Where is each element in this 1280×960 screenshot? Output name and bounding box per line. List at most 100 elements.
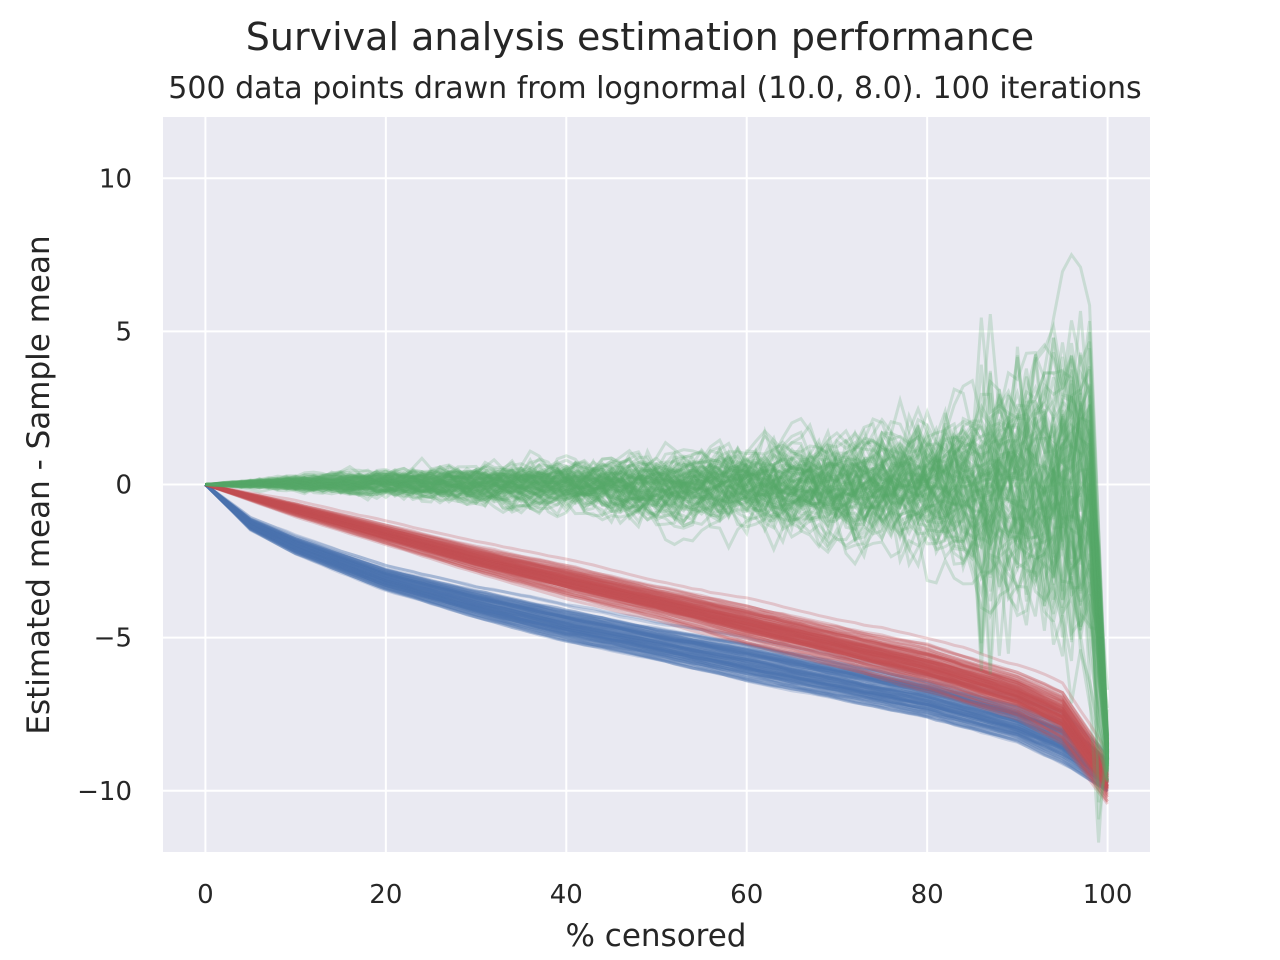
iteration-line [205,342,1110,760]
iteration-line [204,483,1109,789]
iteration-line [205,397,1110,766]
iteration-line [205,376,1110,753]
iteration-line [204,483,1109,791]
iteration-line [204,483,1109,783]
iteration-line [204,483,1109,788]
iteration-line [205,409,1110,767]
iteration-line [204,483,1109,785]
iteration-line [204,483,1109,785]
iteration-line [204,483,1109,780]
iteration-line [205,404,1110,748]
iteration-line [204,483,1109,775]
iteration-line [205,423,1110,770]
iteration-line [204,483,1109,769]
iteration-line [204,483,1109,791]
iteration-line [204,483,1109,793]
iteration-line [204,483,1109,771]
iteration-line [204,483,1109,790]
iteration-line [204,483,1109,766]
iteration-line [204,483,1109,764]
iteration-line [204,483,1109,778]
iteration-line [205,320,1110,747]
iteration-line [205,421,1110,765]
iteration-line [204,483,1109,789]
iteration-line [204,483,1109,780]
iteration-line [205,483,1109,760]
iteration-line [204,483,1109,773]
iteration-line [205,461,1110,755]
iteration-line [205,483,1109,777]
iteration-line [205,483,1109,773]
iteration-line [204,483,1109,788]
iteration-line [205,454,1110,782]
iteration-line [205,354,1110,735]
iteration-line [205,355,1110,752]
iteration-line [205,468,1110,773]
iteration-line [205,483,1109,774]
iteration-line [204,483,1109,784]
iteration-line [205,358,1110,738]
iteration-line [204,483,1109,783]
iteration-line [204,483,1109,781]
iteration-line [205,366,1110,742]
iteration-line [204,483,1109,801]
series-2 [204,483,1109,805]
iteration-line [205,383,1110,764]
iteration-line [205,483,1109,769]
iteration-line [205,320,1110,745]
iteration-line [204,483,1109,790]
iteration-line [204,483,1109,790]
x-tick-labels: 0 20 40 60 80 100 [197,880,1132,910]
iteration-line [205,483,1109,778]
iteration-line [204,483,1109,781]
iteration-line [204,483,1109,797]
iteration-line [205,463,1110,762]
iteration-line [205,483,1109,767]
iteration-line [204,483,1109,779]
iteration-line [205,483,1109,771]
iteration-line [205,451,1110,746]
iteration-line [205,483,1109,772]
iteration-line [205,401,1110,760]
iteration-line [204,483,1109,783]
iteration-line [204,483,1109,771]
iteration-line [205,483,1109,779]
iteration-line [204,483,1109,782]
iteration-line [204,483,1109,775]
iteration-line [204,483,1109,781]
iteration-line [204,483,1109,792]
y-axis-label: Estimated mean - Sample mean [21,235,57,734]
iteration-line [205,463,1110,761]
iteration-line [205,458,1110,758]
iteration-line [204,483,1109,772]
iteration-line [205,483,1109,764]
iteration-line [204,483,1109,788]
iteration-line [204,483,1109,781]
iteration-line [205,483,1109,778]
iteration-line [204,483,1109,778]
iteration-line [204,483,1109,779]
iteration-line [205,412,1110,763]
iteration-line [205,317,1110,740]
iteration-line [205,482,1110,781]
iteration-line [204,483,1109,789]
iteration-line [204,483,1109,781]
iteration-line [205,483,1109,769]
iteration-line [205,475,1110,751]
iteration-line [205,483,1109,780]
iteration-line [205,354,1110,750]
iteration-line [204,483,1109,783]
iteration-line [204,483,1109,778]
iteration-line [205,483,1109,774]
iteration-line [204,483,1109,784]
iteration-line [205,467,1110,761]
iteration-line [204,483,1109,767]
iteration-line [204,483,1109,786]
iteration-line [205,441,1110,760]
iteration-line [204,483,1109,784]
iteration-line [204,483,1109,787]
iteration-line [204,483,1109,765]
iteration-line [204,483,1109,782]
iteration-line [205,396,1110,745]
iteration-line [204,483,1109,792]
